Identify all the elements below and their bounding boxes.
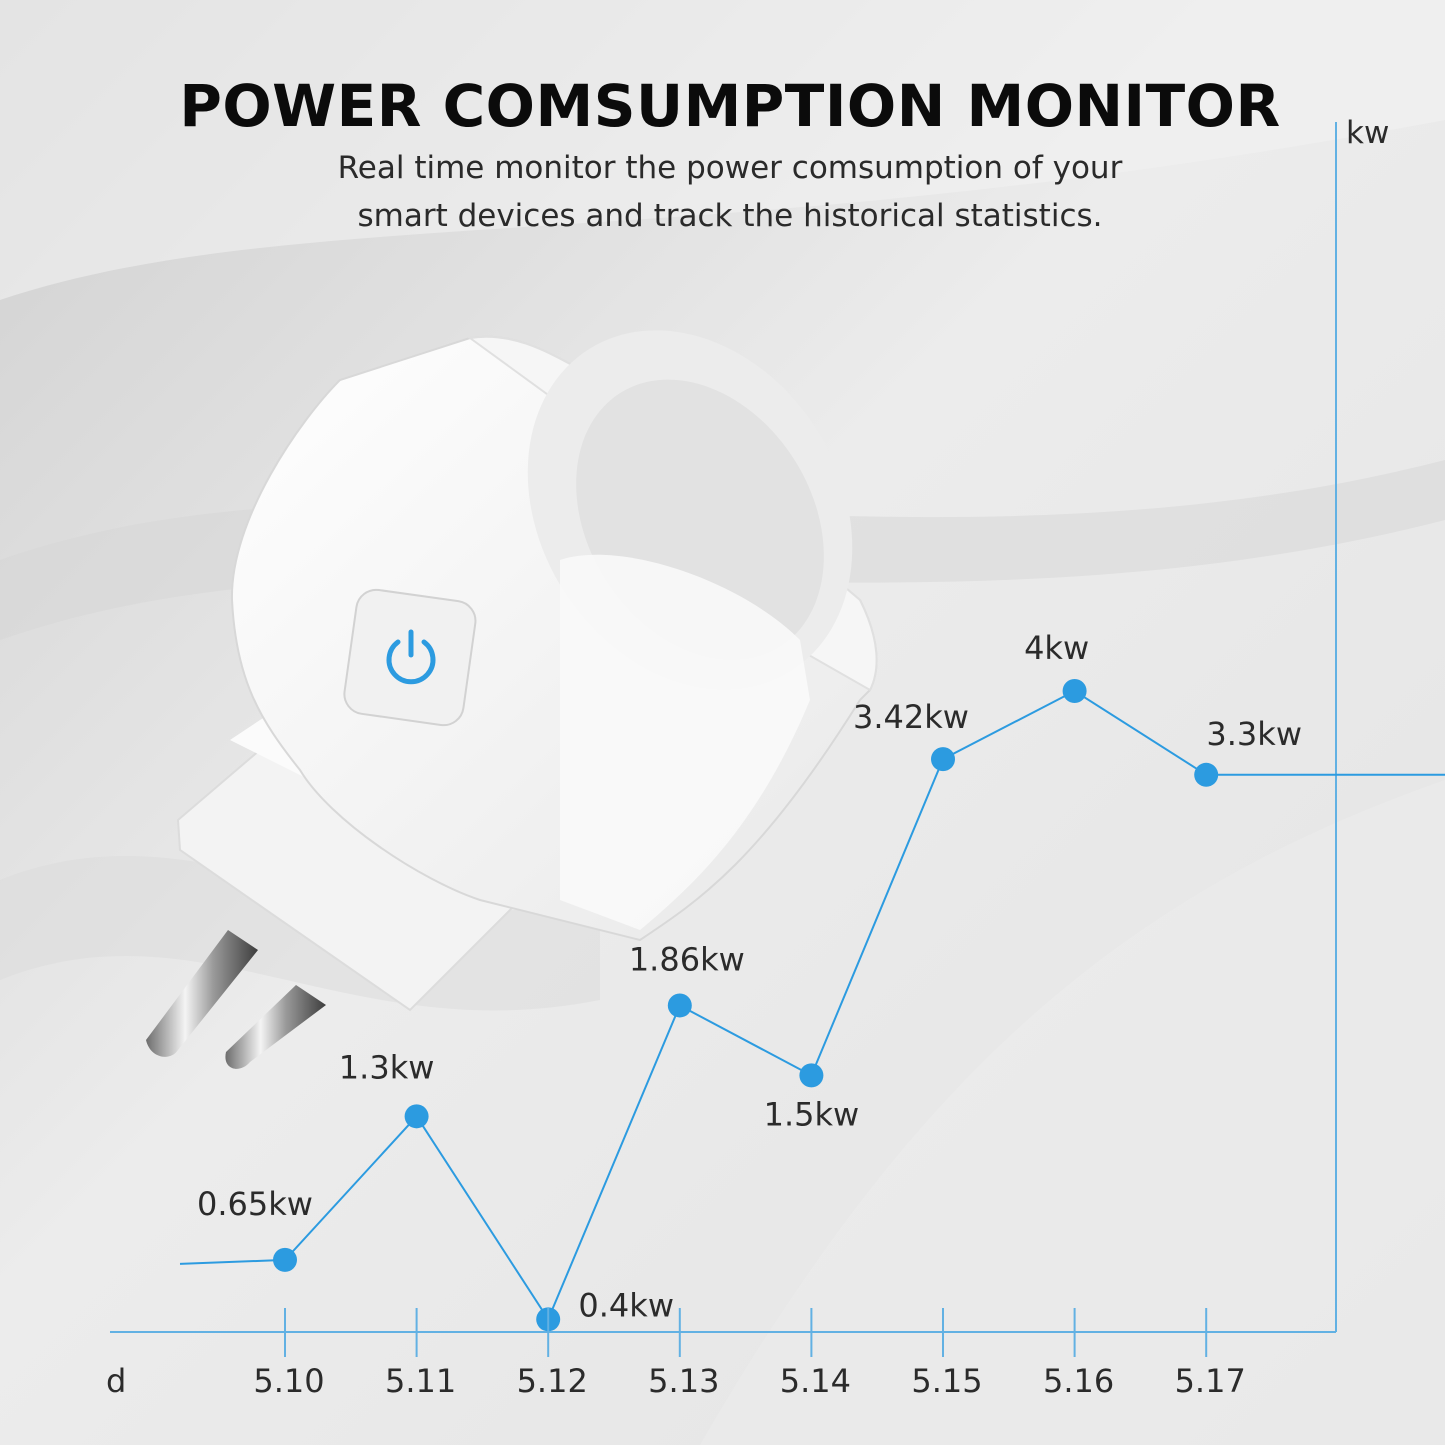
chart-point-labels: 0.65kw 1.3kw 0.4kw 1.86kw 1.5kw 3.42kw 4kw 3.3k…: [197, 629, 1302, 1324]
x-axis-label: d: [106, 1362, 126, 1400]
data-label-5.17: 3.3kw: [1206, 715, 1302, 753]
x-tick-label-5.16: 5.16: [1043, 1362, 1114, 1400]
subtitle-line-2: smart devices and track the historical s…: [357, 198, 1103, 234]
x-tick-label-5.12: 5.12: [517, 1362, 588, 1400]
data-point-5.10: [273, 1247, 297, 1272]
data-label-5.15: 3.42kw: [853, 698, 969, 736]
x-tick-label-5.13: 5.13: [648, 1362, 719, 1400]
data-point-5.14: [799, 1063, 824, 1088]
series-line: [179, 689, 1445, 1322]
data-point-5.15: [931, 747, 955, 772]
power-button: [343, 588, 477, 727]
x-tick-label-5.14: 5.14: [780, 1362, 851, 1400]
data-label-5.11: 1.3kw: [339, 1048, 435, 1086]
chart-x-ticks: 5.10 5.11 5.12 5.13 5.14 5.15 5.16 5.17: [253, 1308, 1246, 1400]
data-point-5.11: [404, 1104, 429, 1129]
data-label-5.13: 1.86kw: [629, 940, 745, 978]
data-point-5.13: [667, 993, 692, 1018]
x-tick-label-5.15: 5.15: [911, 1362, 982, 1400]
x-tick-label-5.10: 5.10: [253, 1362, 324, 1400]
chart-series: [179, 679, 1445, 1332]
x-tick-label-5.17: 5.17: [1175, 1362, 1246, 1400]
plug-body: [230, 330, 878, 942]
page-title: POWER COMSUMPTION MONITOR: [179, 72, 1281, 140]
power-icon: [386, 629, 436, 685]
y-axis-label: kw: [1346, 115, 1389, 151]
data-label-5.16: 4kw: [1024, 629, 1089, 667]
data-point-5.16: [1062, 679, 1087, 703]
x-tick-label-5.11: 5.11: [385, 1362, 456, 1400]
data-point-5.17: [1194, 762, 1219, 787]
data-label-5.10: 0.65kw: [197, 1185, 313, 1223]
data-label-5.14: 1.5kw: [764, 1095, 860, 1133]
chart-axes: d kw: [106, 115, 1389, 1400]
data-label-5.12: 0.4kw: [578, 1286, 674, 1324]
subtitle-line-1: Real time monitor the power comsumption …: [337, 150, 1123, 186]
plug-pins: [146, 930, 326, 1069]
